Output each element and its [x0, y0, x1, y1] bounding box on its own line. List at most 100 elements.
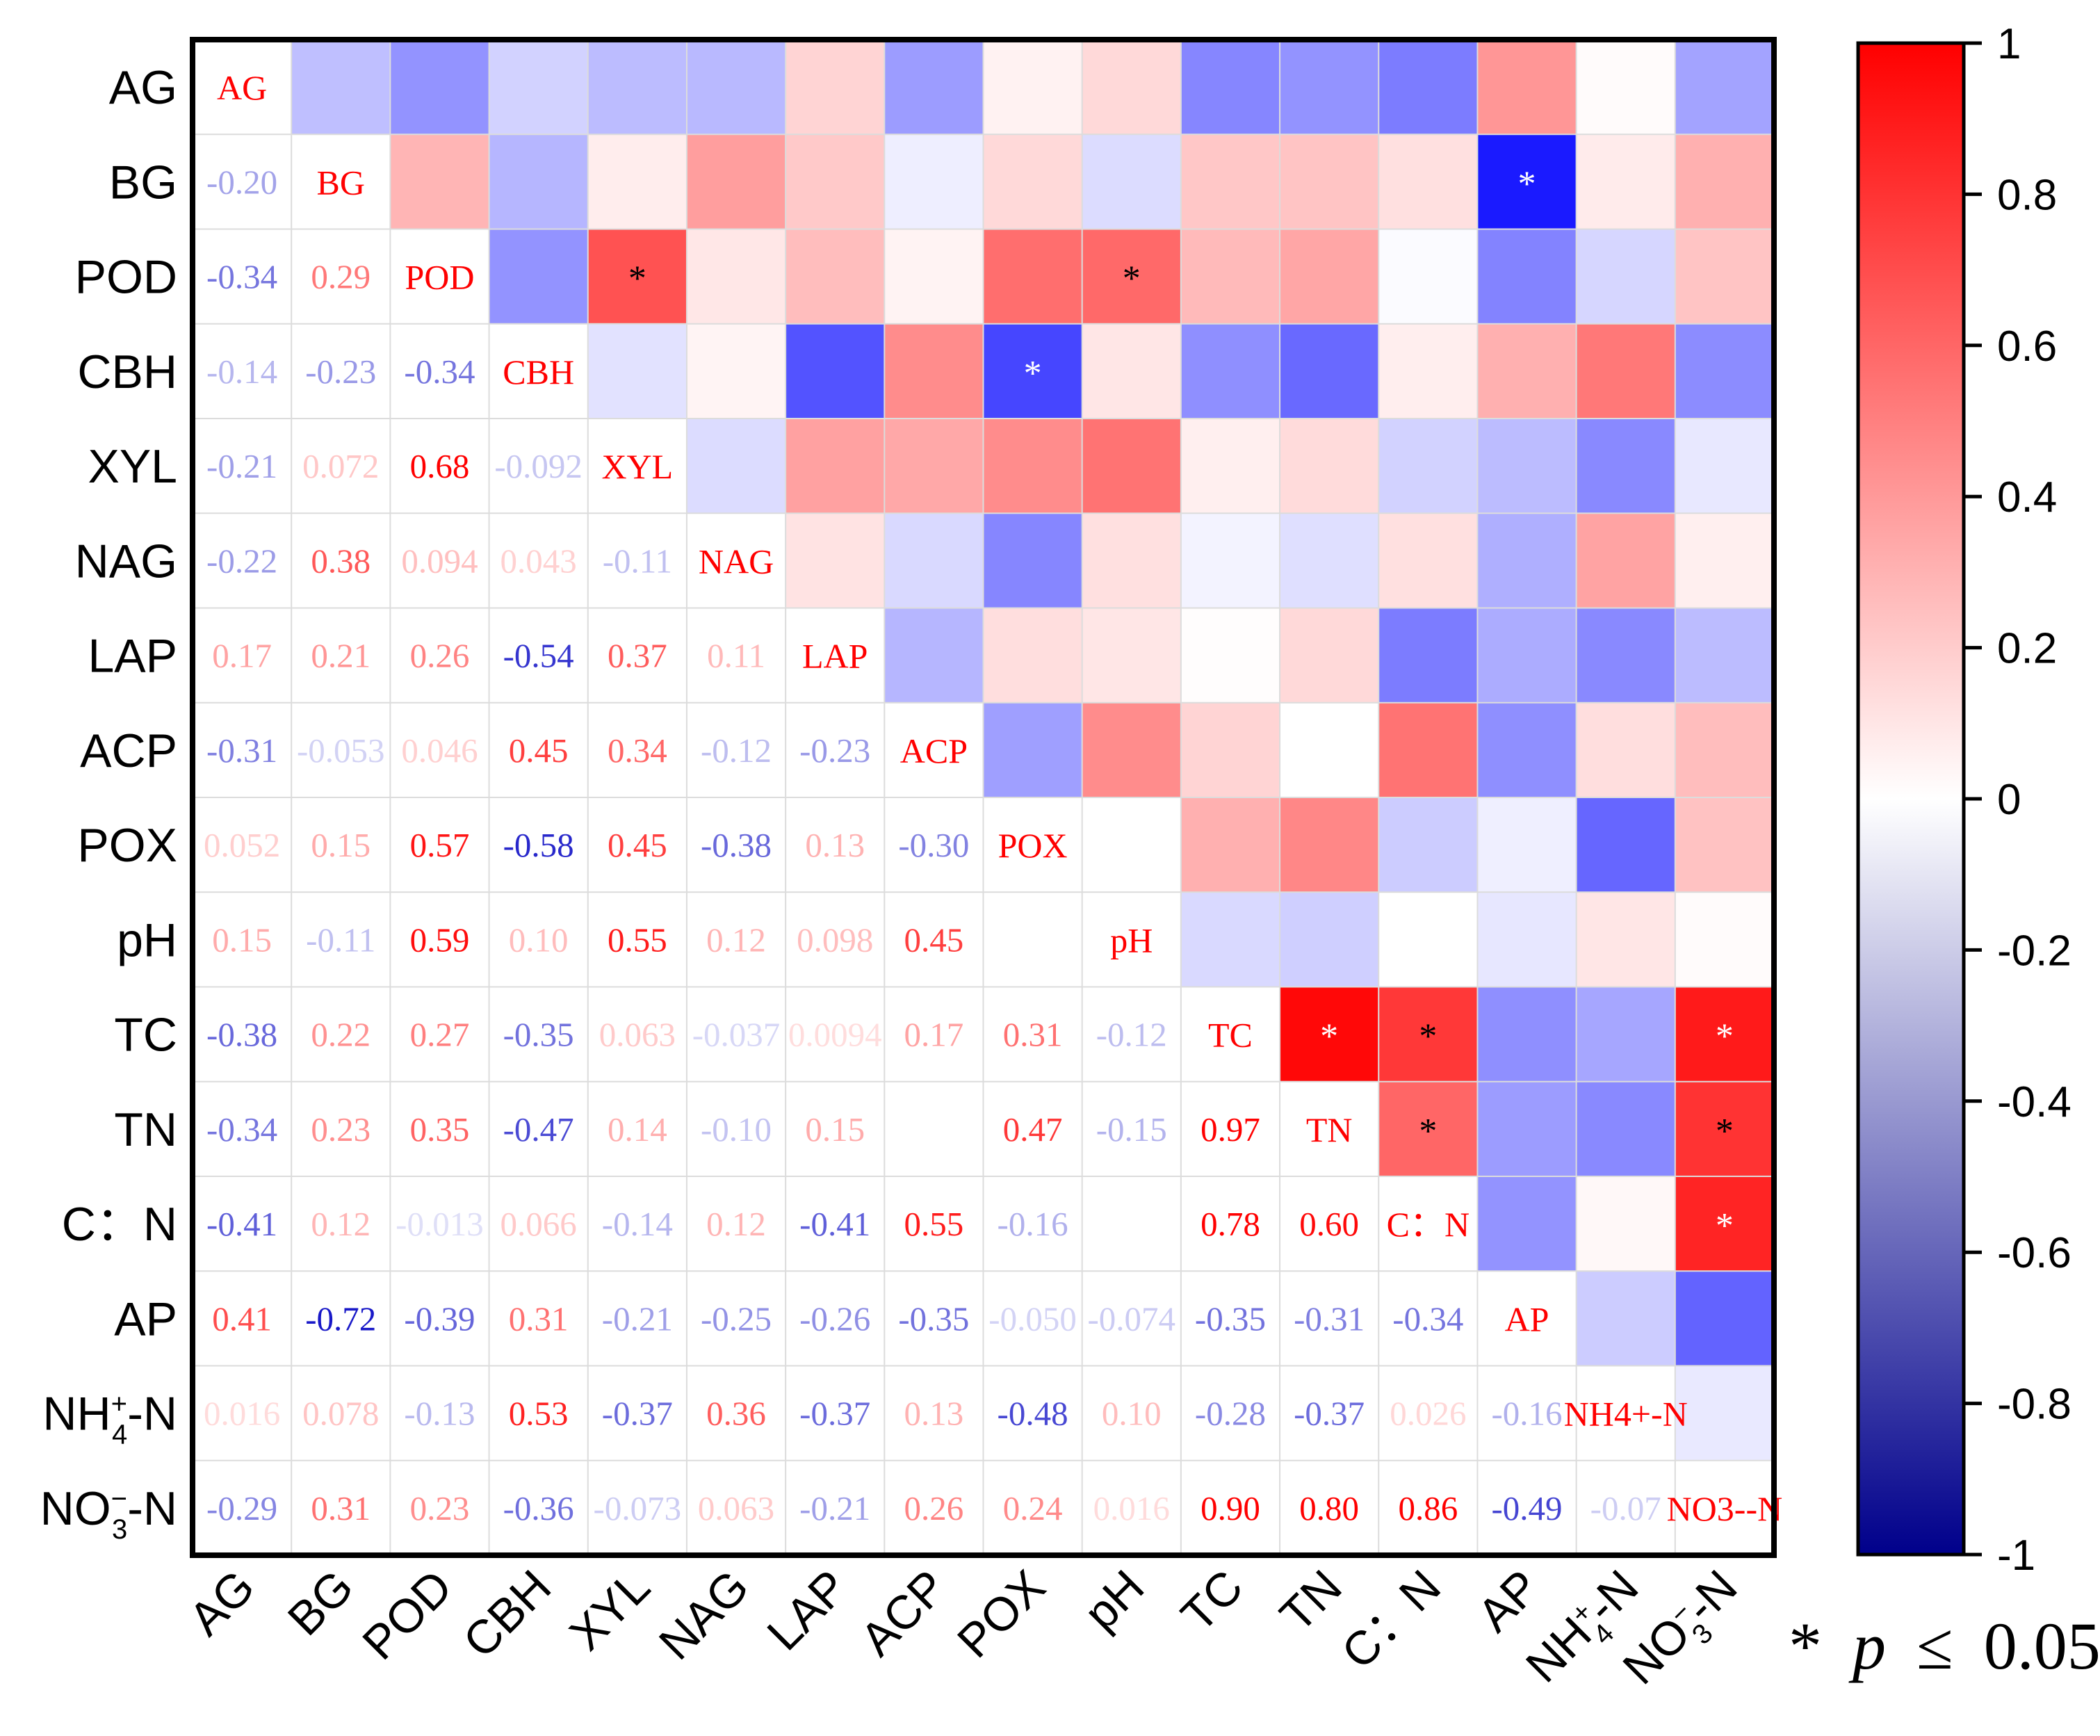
footnote-value: 0.05: [1984, 1609, 2100, 1683]
correlation-value: 0.066: [500, 1205, 577, 1243]
correlation-value: 0.15: [311, 826, 371, 864]
correlation-value: -0.050: [988, 1299, 1077, 1338]
correlation-value: 0.45: [904, 920, 964, 959]
heatmap-cell: [1280, 702, 1379, 798]
correlation-value: 0.60: [1299, 1205, 1359, 1243]
correlation-value: 0.31: [311, 1489, 371, 1527]
heatmap-cell: [1477, 702, 1577, 798]
correlation-value: 0.59: [410, 920, 470, 959]
footnote-p: p: [1848, 1609, 1886, 1683]
row-label: LAP: [88, 630, 177, 683]
correlation-value: -0.41: [799, 1205, 870, 1243]
heatmap-cell: [1280, 608, 1379, 704]
heatmap-cell: [1180, 419, 1280, 514]
correlation-value: 0.094: [401, 542, 478, 580]
correlation-value: -0.074: [1087, 1299, 1175, 1338]
correlation-value: -0.29: [206, 1489, 277, 1527]
correlation-value: 0.35: [410, 1110, 470, 1149]
heatmap-cell: [1378, 797, 1478, 893]
row-label: POD: [75, 251, 177, 304]
significance-marker: *: [1518, 164, 1536, 204]
diagonal-label: NH4+-N: [1564, 1395, 1688, 1434]
heatmap-cell: [686, 229, 786, 325]
correlation-value: -0.073: [594, 1489, 682, 1527]
correlation-value: -0.25: [701, 1299, 772, 1338]
heatmap-cell: [1576, 892, 1676, 987]
heatmap-cell: [1675, 229, 1775, 325]
colorbar: 1 0.8 0.6 0.4 0.2 0 -0.2 -0.4 -0.6 -0.8 -1: [1856, 20, 2071, 1580]
correlation-value: -0.34: [206, 1110, 277, 1149]
heatmap-cell: [884, 134, 984, 229]
correlation-value: -0.41: [206, 1205, 277, 1243]
correlation-value: 0.016: [1093, 1489, 1170, 1527]
diagonal-label: POD: [405, 258, 474, 297]
correlation-value: 0.072: [302, 447, 379, 485]
heatmap-cell: [1280, 40, 1379, 135]
row-label: CBH: [77, 346, 177, 398]
correlation-value: -0.35: [1195, 1299, 1266, 1338]
diagonal-label: POX: [998, 826, 1068, 865]
correlation-value: -0.37: [1294, 1395, 1365, 1433]
heatmap-cell: [587, 40, 687, 135]
footnote-le: ≤: [1916, 1609, 1953, 1683]
heatmap-cell: [1378, 134, 1478, 229]
correlation-value: 0.016: [204, 1395, 280, 1433]
heatmap-cell: [1280, 797, 1379, 893]
correlation-value: -0.11: [306, 920, 375, 959]
heatmap-cell: [390, 40, 490, 135]
heatmap-cell: [983, 702, 1083, 798]
heatmap-cell: [1180, 892, 1280, 987]
significance-marker: *: [1419, 1017, 1437, 1057]
heatmap-cell: [1576, 419, 1676, 514]
correlation-value: -0.21: [799, 1489, 870, 1527]
correlation-value: -0.26: [799, 1299, 870, 1338]
row-label: C：N: [62, 1198, 177, 1251]
heatmap-cell: [983, 608, 1083, 704]
correlation-value: -0.23: [305, 352, 376, 391]
row-labels: AG BG POD CBH XYL NAG LAP ACP POX pH TC TN C：N AP NH+ 4…: [40, 61, 177, 1545]
colorbar-tick-label: 1: [1997, 20, 2021, 68]
heatmap-cell: [1675, 797, 1775, 893]
correlation-value: 0.0094: [788, 1016, 882, 1054]
heatmap-cell: [786, 229, 885, 325]
diagonal-label: CBH: [503, 352, 574, 391]
heatmap-cell: [1280, 229, 1379, 325]
correlation-value: -0.58: [503, 826, 574, 864]
correlation-value: -0.49: [1491, 1489, 1562, 1527]
heatmap-cell: [1378, 702, 1478, 798]
row-label: NO− 3-N: [40, 1482, 177, 1545]
heatmap-cell: [1576, 1271, 1676, 1366]
correlation-value: 0.90: [1200, 1489, 1260, 1527]
correlation-value: -0.11: [603, 542, 672, 580]
colorbar-tick-label: 0: [1997, 776, 2021, 824]
heatmap-cell: [1675, 1176, 1775, 1272]
correlation-value: 0.45: [608, 826, 667, 864]
heatmap-cell: [1180, 797, 1280, 893]
row-label: ACP: [80, 724, 177, 777]
correlation-value: -0.48: [998, 1395, 1068, 1433]
heatmap-cell: [1576, 513, 1676, 608]
diagonal-label: NAG: [699, 542, 774, 581]
heatmap-cell: [1675, 1271, 1775, 1366]
heatmap-cell: [1675, 1081, 1775, 1177]
heatmap-cell: [1576, 1081, 1676, 1177]
colorbar-ticks: 1 0.8 0.6 0.4 0.2 0 -0.2 -0.4 -0.6 -0.8 -1: [1964, 20, 2071, 1580]
heatmap-cell: [1477, 987, 1577, 1082]
heatmap-cell: [884, 229, 984, 325]
heatmap-cell: [1180, 513, 1280, 608]
correlation-value: 0.12: [311, 1205, 371, 1243]
correlation-value: -0.13: [404, 1395, 475, 1433]
heatmap-cell: [1082, 702, 1182, 798]
row-label: BG: [109, 156, 177, 209]
heatmap-cell: [1675, 987, 1775, 1082]
significance-marker: *: [1419, 1112, 1437, 1151]
heatmap-cell: [1576, 323, 1676, 419]
diagonal-label: pH: [1110, 920, 1153, 959]
correlation-value: -0.21: [602, 1299, 673, 1338]
column-label: C：N: [1332, 1560, 1451, 1679]
correlation-value: 0.37: [608, 637, 667, 675]
column-label: ACP: [850, 1560, 957, 1666]
correlation-value: -0.54: [503, 637, 574, 675]
